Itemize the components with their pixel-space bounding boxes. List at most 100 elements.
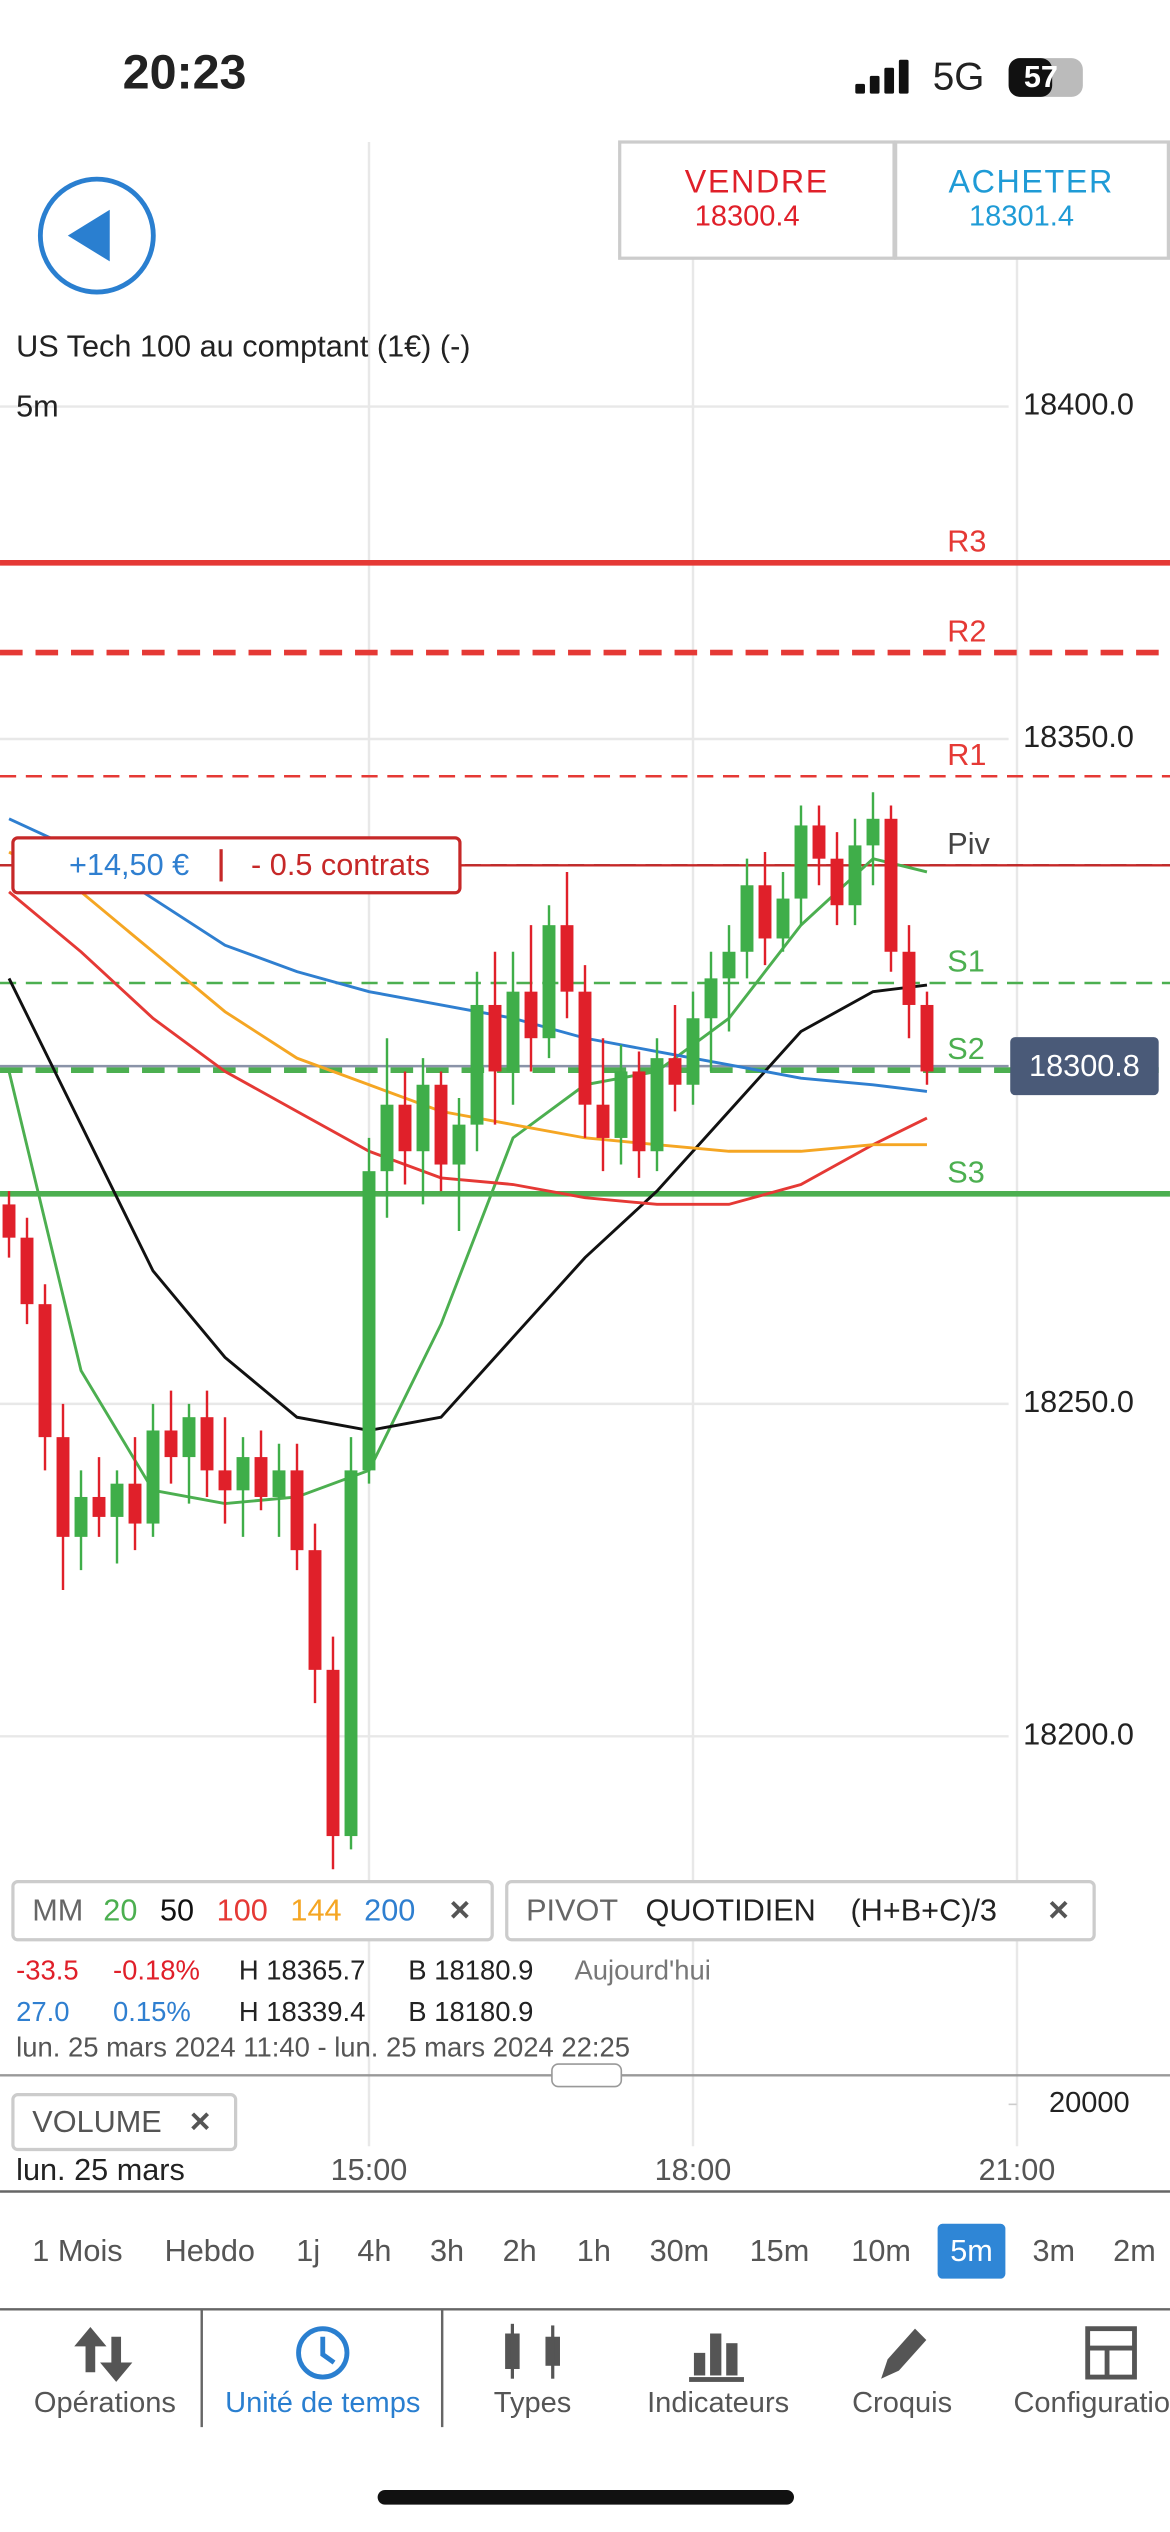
pivot-label: S1 xyxy=(947,945,985,979)
candle-body xyxy=(524,991,538,1039)
legend-entry: 144 xyxy=(290,1893,341,1927)
candle-body xyxy=(362,1171,376,1471)
candle-body xyxy=(92,1496,106,1517)
stat: Aujourd'hui xyxy=(575,1954,711,1985)
buy-button[interactable]: ACHETER 18301.4 xyxy=(894,140,1170,260)
moving-average xyxy=(7,977,928,1432)
candle-body xyxy=(236,1457,250,1491)
candle-body xyxy=(416,1084,430,1152)
stat: B 18180.9 xyxy=(408,1954,533,1985)
candle-body xyxy=(794,825,808,899)
candle-body xyxy=(722,951,736,979)
sell-price: 18300.4 xyxy=(695,201,800,233)
date-range: lun. 25 mars 2024 11:40 - lun. 25 mars 2… xyxy=(16,2032,630,2063)
legend-entry: 200 xyxy=(364,1893,415,1927)
candle-body xyxy=(74,1496,88,1537)
tab-label[interactable]: Indicateurs xyxy=(647,2387,789,2419)
candle-body xyxy=(848,845,862,906)
pivot-label: R1 xyxy=(947,738,986,772)
candle-body xyxy=(470,1004,484,1125)
candle-body xyxy=(758,885,772,939)
position-size: - 0.5 contrats xyxy=(251,848,430,882)
timeframe-option[interactable]: 10m xyxy=(851,2234,911,2268)
tab-label[interactable]: Types xyxy=(494,2387,571,2419)
network: 5G xyxy=(933,55,985,98)
candle-body xyxy=(182,1417,196,1458)
y-tick-label: 18200.0 xyxy=(1023,1717,1134,1751)
timeframe-option[interactable]: 1h xyxy=(577,2234,611,2268)
timeframe-selected[interactable] xyxy=(937,2223,1006,2279)
candle-body xyxy=(128,1483,142,1524)
x-tick-label: 18:00 xyxy=(655,2153,732,2187)
close-icon[interactable]: × xyxy=(190,2101,211,2141)
candle-body xyxy=(542,925,556,1039)
pivot-chip[interactable]: PIVOT QUOTIDIEN (H+B+C)/3 × xyxy=(505,1880,1096,1942)
timeframe-option[interactable]: 1 Mois xyxy=(32,2234,122,2268)
candle-body xyxy=(344,1470,358,1837)
candle-body xyxy=(578,991,592,1105)
last-price-label: 18300.8 xyxy=(1029,1049,1140,1083)
candle-body xyxy=(650,1058,664,1152)
candle-body xyxy=(614,1071,628,1138)
candle-body xyxy=(830,858,844,906)
ma-chip[interactable]: MM × 20 50 100 144 200 xyxy=(11,1880,494,1942)
timeframe-option[interactable]: 15m xyxy=(750,2234,810,2268)
timeframe-option[interactable]: 1j xyxy=(296,2234,320,2268)
candle-body xyxy=(740,885,754,952)
sell-label: VENDRE xyxy=(685,164,829,200)
candle-body xyxy=(902,951,916,1005)
candle-body xyxy=(776,898,790,939)
close-icon[interactable]: × xyxy=(450,1890,471,1930)
timeframe-option[interactable]: 2h xyxy=(503,2234,537,2268)
ma-label: MM xyxy=(32,1893,83,1927)
pivot-label: R2 xyxy=(947,614,986,648)
candle-body xyxy=(506,991,520,1072)
candle-body xyxy=(704,978,718,1019)
candle-body xyxy=(884,818,898,952)
resize-handle[interactable] xyxy=(551,2063,623,2088)
battery-text: 57 xyxy=(1024,60,1058,94)
position-pnl: +14,50 € xyxy=(69,848,189,882)
candle-body xyxy=(146,1430,160,1524)
timeframe-option[interactable]: 2m xyxy=(1113,2234,1156,2268)
pivot-formula: (H+B+C)/3 xyxy=(850,1893,997,1927)
last-price-box xyxy=(1010,1037,1159,1096)
moving-average xyxy=(8,890,928,1206)
x-tick-label: 15:00 xyxy=(331,2153,408,2187)
candle-body xyxy=(308,1550,322,1670)
pivot-label: S2 xyxy=(947,1032,985,1066)
legend-entry: 100 xyxy=(217,1893,268,1927)
candle-body xyxy=(38,1304,52,1438)
candle-body xyxy=(20,1237,34,1305)
timeframe-option[interactable]: 5m xyxy=(950,2234,993,2268)
legend-entry: 20 xyxy=(103,1893,137,1927)
battery-level xyxy=(1008,58,1053,97)
tab-label[interactable]: Opérations xyxy=(34,2387,176,2419)
tab-label[interactable]: Configuration xyxy=(1013,2387,1170,2419)
volume-chip[interactable]: VOLUME × xyxy=(11,2093,238,2152)
tab-label[interactable]: Unité de temps xyxy=(225,2387,420,2419)
timeframe-option[interactable]: 3h xyxy=(430,2234,464,2268)
x-tick-label: 21:00 xyxy=(979,2153,1056,2187)
tab-icon xyxy=(74,2323,1137,2382)
buy-price: 18301.4 xyxy=(969,201,1074,233)
timeframe-option[interactable]: 30m xyxy=(650,2234,710,2268)
timeframe-option[interactable]: 4h xyxy=(357,2234,391,2268)
y-tick-label: 18400.0 xyxy=(1023,388,1134,422)
tab-border xyxy=(200,2309,444,2428)
stat: H 18365.7 xyxy=(239,1954,366,1985)
candle-body xyxy=(560,925,574,992)
candle-body xyxy=(272,1470,286,1497)
signal-icon xyxy=(855,59,909,94)
close-icon[interactable]: × xyxy=(1048,1890,1069,1930)
tab-label[interactable]: Croquis xyxy=(852,2387,952,2419)
stat: 27.0 xyxy=(16,1996,69,2027)
timeframe-option[interactable]: Hebdo xyxy=(165,2234,255,2268)
candle-body xyxy=(164,1430,178,1458)
pivot-label: Piv xyxy=(947,827,990,861)
timeframe-option[interactable]: 3m xyxy=(1033,2234,1076,2268)
sell-button[interactable]: VENDRE 18300.4 xyxy=(618,140,896,260)
back-button[interactable] xyxy=(37,176,156,295)
